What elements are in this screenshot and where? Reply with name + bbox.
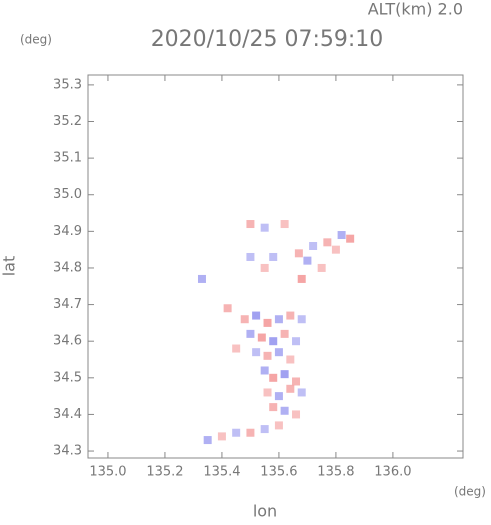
radar-cell: [286, 355, 295, 364]
y-tick-label: 35.3: [53, 77, 82, 92]
radar-cell: [260, 425, 269, 434]
chart-title: 2020/10/25 07:59:10: [151, 27, 384, 52]
radar-cell: [269, 373, 278, 382]
radar-cell: [294, 249, 303, 258]
radar-cell: [286, 384, 295, 393]
radar-cell: [232, 428, 241, 437]
radar-cell: [203, 436, 212, 445]
x-tick-label: 135.8: [317, 465, 354, 480]
x-tick-label: 135.2: [146, 465, 183, 480]
radar-cell: [197, 274, 206, 283]
radar-cell: [263, 351, 272, 360]
y-tick-label: 35.1: [53, 151, 82, 166]
radar-cell: [297, 315, 306, 324]
y-tick-label: 34.3: [53, 444, 82, 459]
radar-cell: [280, 329, 289, 338]
radar-cell: [274, 421, 283, 430]
y-axis-label: lat: [0, 256, 19, 277]
radar-cell: [252, 311, 261, 320]
y-tick-label: 35.2: [53, 114, 82, 129]
radar-cell: [337, 231, 346, 240]
radar-cell: [317, 263, 326, 272]
radar-cell: [269, 337, 278, 346]
x-tick-label: 135.4: [203, 465, 240, 480]
radar-cell: [280, 406, 289, 415]
radar-cell: [246, 329, 255, 338]
x-tick-label: 136.0: [374, 465, 411, 480]
radar-cell: [246, 428, 255, 437]
radar-cell: [257, 333, 266, 342]
y-tick-label: 34.7: [53, 297, 82, 312]
radar-cell: [297, 388, 306, 397]
radar-cell: [303, 256, 312, 265]
radar-cell: [263, 388, 272, 397]
radar-cell: [274, 392, 283, 401]
radar-cell: [346, 234, 355, 243]
radar-cell: [223, 304, 232, 313]
y-tick-label: 34.6: [53, 334, 82, 349]
radar-cell: [274, 348, 283, 357]
radar-cell: [286, 311, 295, 320]
y-unit: (deg): [20, 33, 52, 47]
y-tick-label: 34.4: [53, 407, 82, 422]
radar-cell: [269, 252, 278, 261]
radar-cell: [263, 318, 272, 327]
plot-frame: [87, 74, 464, 459]
y-tick-label: 34.8: [53, 260, 82, 275]
radar-cell: [331, 245, 340, 254]
x-unit: (deg): [454, 485, 486, 499]
radar-cell: [252, 348, 261, 357]
x-tick-label: 135.6: [260, 465, 297, 480]
radar-cell: [292, 337, 301, 346]
radar-cell: [260, 223, 269, 232]
radar-cell: [280, 370, 289, 379]
radar-cell: [323, 238, 332, 247]
altitude-label: ALT(km) 2.0: [368, 0, 463, 19]
radar-cell: [297, 274, 306, 283]
radar-cell: [260, 263, 269, 272]
radar-cell: [309, 241, 318, 250]
radar-cell: [246, 220, 255, 229]
radar-cell: [260, 366, 269, 375]
y-tick-label: 35.0: [53, 187, 82, 202]
radar-cell: [280, 220, 289, 229]
y-tick-label: 34.5: [53, 370, 82, 385]
radar-cell: [292, 377, 301, 386]
radar-cell: [240, 315, 249, 324]
x-axis-label: lon: [253, 502, 277, 521]
radar-cell: [292, 410, 301, 419]
radar-cell: [274, 315, 283, 324]
radar-cell: [246, 252, 255, 261]
radar-cell: [217, 432, 226, 441]
radar-cell: [232, 344, 241, 353]
radar-cell: [269, 403, 278, 412]
y-tick-label: 34.9: [53, 224, 82, 239]
x-tick-label: 135.0: [89, 465, 126, 480]
